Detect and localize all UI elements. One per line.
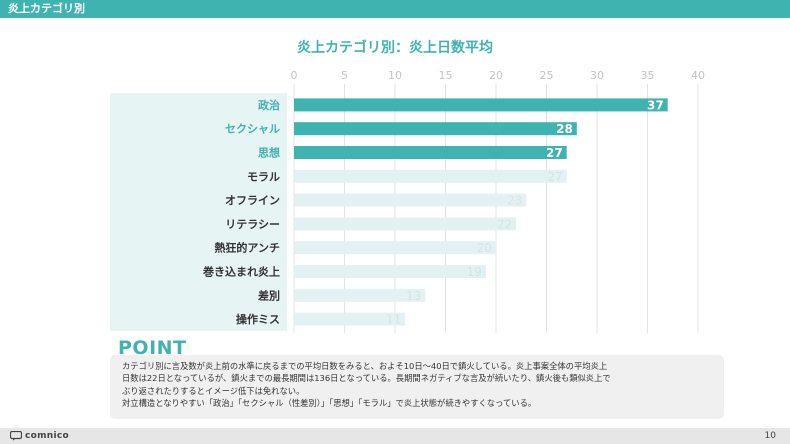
point-line: 日数は22日となっているが、鎮火までの最長期間は136日となっている。長期間ネガ… bbox=[122, 373, 611, 384]
x-tick-label: 35 bbox=[641, 69, 655, 82]
page-number: 10 bbox=[764, 431, 776, 441]
category-label: セクシャル bbox=[225, 123, 280, 136]
x-tick-label: 5 bbox=[341, 69, 348, 82]
bar bbox=[294, 193, 527, 207]
point-title: POINT bbox=[118, 337, 187, 359]
x-tick-label: 10 bbox=[388, 69, 402, 82]
bar bbox=[294, 146, 567, 159]
bar bbox=[294, 312, 406, 326]
bar-value-label: 23 bbox=[507, 194, 522, 208]
category-label: 巻き込まれ炎上 bbox=[202, 265, 280, 279]
bar-value-label: 27 bbox=[546, 146, 563, 160]
point-line: ぶり返されたりするとイメージ低下は免れない。 bbox=[122, 385, 305, 396]
bar bbox=[294, 217, 517, 231]
category-label: 熱狂的アンチ bbox=[214, 241, 280, 255]
x-tick-label: 40 bbox=[691, 69, 705, 82]
header-bar bbox=[0, 0, 790, 18]
bar-value-label: 11 bbox=[386, 313, 401, 327]
x-tick-label: 30 bbox=[590, 69, 604, 82]
bar-chart: 0 5 10 15 20 25 30 35 40 37 政治 28 セクシャル 27 思想 27 モラル 23 オフ… bbox=[202, 69, 705, 333]
footer-bar bbox=[0, 428, 790, 444]
bar bbox=[294, 98, 668, 112]
point-text: カテゴリ別に言及数が炎上前の水準に戻るまでの平均日数をみると、およそ10日〜40… bbox=[122, 360, 717, 410]
x-tick-label: 20 bbox=[489, 69, 503, 82]
category-label: リテラシー bbox=[225, 218, 280, 231]
point-box bbox=[110, 355, 724, 419]
bar bbox=[294, 169, 567, 183]
page-header-title: 炎上カテゴリ別 bbox=[8, 2, 85, 15]
chart-title: 炎上カテゴリ別：炎上日数平均 bbox=[297, 40, 493, 56]
bar bbox=[294, 288, 426, 302]
category-label: オフライン bbox=[225, 194, 280, 207]
bar-value-label: 27 bbox=[547, 170, 562, 184]
x-tick-label: 0 bbox=[291, 69, 298, 82]
category-label-panel bbox=[110, 93, 287, 331]
bar-value-label: 22 bbox=[497, 217, 512, 231]
point-line: カテゴリ別に言及数が炎上前の水準に戻るまでの平均日数をみると、およそ10日〜40… bbox=[122, 361, 608, 371]
category-label: モラル bbox=[247, 170, 280, 183]
bar bbox=[294, 122, 577, 136]
category-label: 思想 bbox=[258, 146, 280, 160]
bar-value-label: 37 bbox=[647, 98, 664, 112]
category-label: 政治 bbox=[258, 98, 280, 112]
bar bbox=[294, 265, 486, 278]
bar-value-label: 19 bbox=[467, 265, 482, 279]
bar-value-label: 20 bbox=[477, 241, 492, 255]
point-line: 対立構造となりやすい「政治」「セクシャル（性差別）」「思想」「モラル」で炎上状態… bbox=[122, 398, 537, 409]
x-tick-label: 25 bbox=[540, 69, 554, 82]
comnico-logo-icon bbox=[10, 431, 22, 441]
x-tick-label: 15 bbox=[439, 69, 453, 82]
bar-value-label: 28 bbox=[556, 122, 573, 136]
category-label: 差別 bbox=[258, 288, 280, 302]
bar-value-label: 13 bbox=[406, 289, 421, 303]
bar bbox=[294, 241, 496, 255]
category-label: 操作ミス bbox=[236, 312, 280, 326]
comnico-logo-text: comnico bbox=[25, 431, 70, 441]
